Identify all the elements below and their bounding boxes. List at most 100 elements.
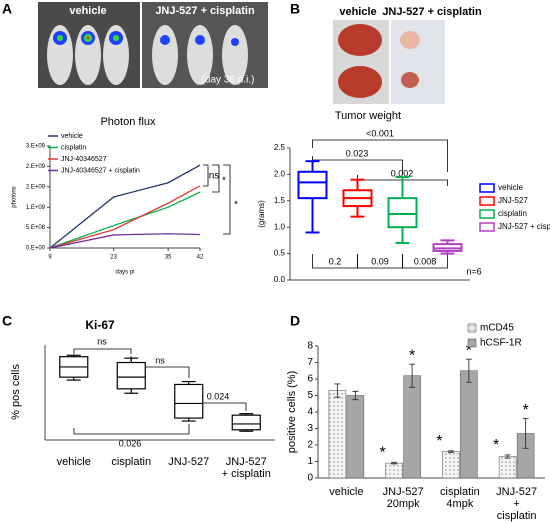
y-axis-label: positive cells (%) [286, 371, 298, 454]
legend-label: cisplatin [498, 209, 527, 218]
y-axis-label: photons [12, 186, 18, 207]
error-bar [465, 358, 472, 383]
panel-letter: A [2, 1, 12, 17]
legend-label: JNJ-40346527 [61, 156, 107, 163]
x-tick-label: cisplatin [440, 486, 480, 498]
x-tick-label: JNJ-527 [383, 486, 424, 498]
y-tick-label: 0.E+00 [26, 246, 46, 252]
significance: * [493, 437, 499, 454]
significance: * [409, 347, 415, 364]
y-tick-label: 3 [307, 423, 313, 434]
bracket [73, 348, 132, 354]
y-tick-label: 2.0 [274, 170, 286, 179]
error-bar [352, 390, 359, 401]
image-label: (day 36 p.i.) [202, 75, 255, 86]
image-label: JNJ-527 + cisplatin [382, 6, 482, 18]
box [116, 361, 146, 390]
x-tick-label: cisplatin [497, 510, 537, 522]
y-tick-label: 1.0 [274, 222, 286, 231]
annotation: 0.026 [119, 438, 142, 448]
y-tick-label: 5.E+08 [26, 225, 46, 231]
annotation: 0.024 [207, 391, 230, 401]
y-tick-label: 4 [307, 407, 313, 418]
legend-swatch [479, 209, 495, 219]
legend-pattern [468, 324, 476, 332]
significance: * [523, 402, 529, 419]
image-label: JNJ-527 + cisplatin [155, 5, 255, 17]
annotation: n=6 [466, 266, 481, 276]
bracket [223, 164, 231, 235]
bar-pattern [499, 456, 517, 478]
annotation: ns [155, 355, 165, 365]
y-tick-label: 8 [307, 341, 313, 352]
y-tick-label: 5 [307, 390, 313, 401]
x-tick-label: 23 [110, 255, 117, 261]
legend-label: hCSF-1R [480, 338, 522, 349]
error-bar [522, 418, 529, 449]
y-tick-label: 2.E+09 [26, 184, 46, 190]
x-tick-label: vehicle [329, 486, 363, 498]
data-line [49, 164, 201, 249]
chart-title: Ki-67 [85, 318, 115, 332]
panel-letter: C [2, 313, 12, 329]
bar-pattern [328, 390, 346, 478]
annotation: ns [97, 336, 107, 346]
y-tick-label: 0 [307, 473, 313, 484]
x-tick-label: + [513, 498, 519, 510]
x-tick-label: 20mpk [387, 498, 421, 510]
bar [460, 370, 478, 479]
data-line [49, 185, 201, 249]
annotation: * [222, 176, 226, 187]
y-tick-label: 1 [307, 456, 313, 467]
legend-swatch [479, 222, 495, 232]
annotation: <0.001 [366, 128, 394, 138]
y-tick-label: 7 [307, 357, 313, 368]
annotation: * [234, 200, 238, 211]
bracket [73, 424, 190, 435]
legend-label: JNJ-40346527 + cisplatin [61, 167, 140, 174]
x-tick-label: vehicle [57, 456, 91, 468]
annotation: 0.09 [371, 256, 389, 266]
box [174, 383, 204, 419]
y-axis-label: (grams) [257, 200, 266, 228]
box [387, 197, 418, 229]
x-tick-label: 35 [165, 255, 172, 261]
box [297, 170, 328, 200]
error-bar [504, 454, 511, 459]
annotation: 0.2 [329, 256, 342, 266]
bracket [402, 254, 448, 269]
legend-label: JNJ-527 [498, 196, 528, 205]
panel-letter: D [290, 313, 300, 329]
panel-letter: B [290, 1, 300, 17]
error-bar [409, 363, 416, 388]
x-tick-label: + cisplatin [222, 468, 271, 480]
y-tick-label: 3.E+09 [26, 144, 46, 150]
annotation: ns [209, 171, 220, 182]
x-axis-label: days pi [115, 270, 134, 276]
bracket [212, 164, 220, 193]
legend-label: mCD45 [480, 323, 514, 334]
x-tick-label: 9 [48, 255, 52, 261]
legend-label: vehicle [498, 183, 523, 192]
y-tick-label: 1.E+09 [26, 205, 46, 211]
bar [346, 395, 365, 479]
data-line [49, 191, 201, 249]
legend-swatch [479, 183, 495, 193]
image-label: vehicle [339, 6, 376, 18]
legend-label: vehicle [61, 133, 83, 140]
y-tick-label: 0.5 [274, 249, 286, 258]
x-tick-label: JNJ-527 [226, 456, 267, 468]
y-tick-label: 2.5 [274, 143, 286, 152]
annotation: 0.002 [391, 168, 414, 178]
image-label: vehicle [69, 5, 106, 17]
bracket [312, 156, 403, 175]
bar-pattern [385, 463, 403, 478]
chart-title: Tumor weight [335, 110, 401, 122]
bar [403, 375, 421, 479]
legend-swatch [467, 338, 477, 348]
x-tick-label: cisplatin [111, 456, 151, 468]
bar-pattern [442, 451, 460, 478]
data-line [49, 233, 201, 249]
